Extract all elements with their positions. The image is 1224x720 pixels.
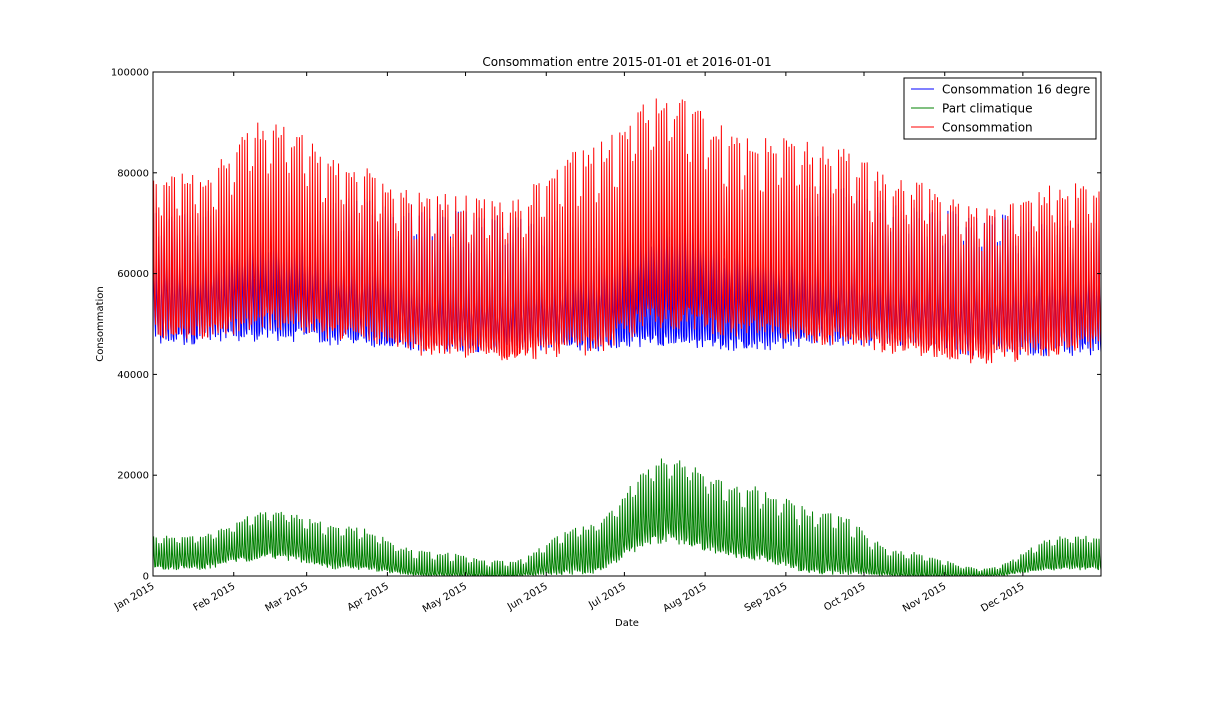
x-axis-label: Date xyxy=(615,618,639,629)
series-consommation xyxy=(153,98,1101,364)
legend: Consommation 16 degre Part climatique Cons… xyxy=(903,77,1097,140)
legend-label: Consommation xyxy=(942,121,1033,135)
y-tick-label: 40000 xyxy=(117,370,149,381)
legend-label: Part climatique xyxy=(942,102,1032,116)
y-tick-label: 100000 xyxy=(111,68,149,79)
y-tick-label: 0 xyxy=(143,572,149,583)
axes-frame xyxy=(152,71,1102,577)
chart-title: Consommation entre 2015-01-01 et 2016-01… xyxy=(482,55,771,69)
y-tick-label: 20000 xyxy=(117,471,149,482)
series-line xyxy=(153,98,1101,364)
legend-label: Consommation 16 degre xyxy=(942,83,1090,97)
y-tick-label: 60000 xyxy=(117,269,149,280)
legend-box xyxy=(903,77,1097,140)
y-tick-label: 80000 xyxy=(117,168,149,179)
y-axis-label: Consommation xyxy=(95,286,106,362)
